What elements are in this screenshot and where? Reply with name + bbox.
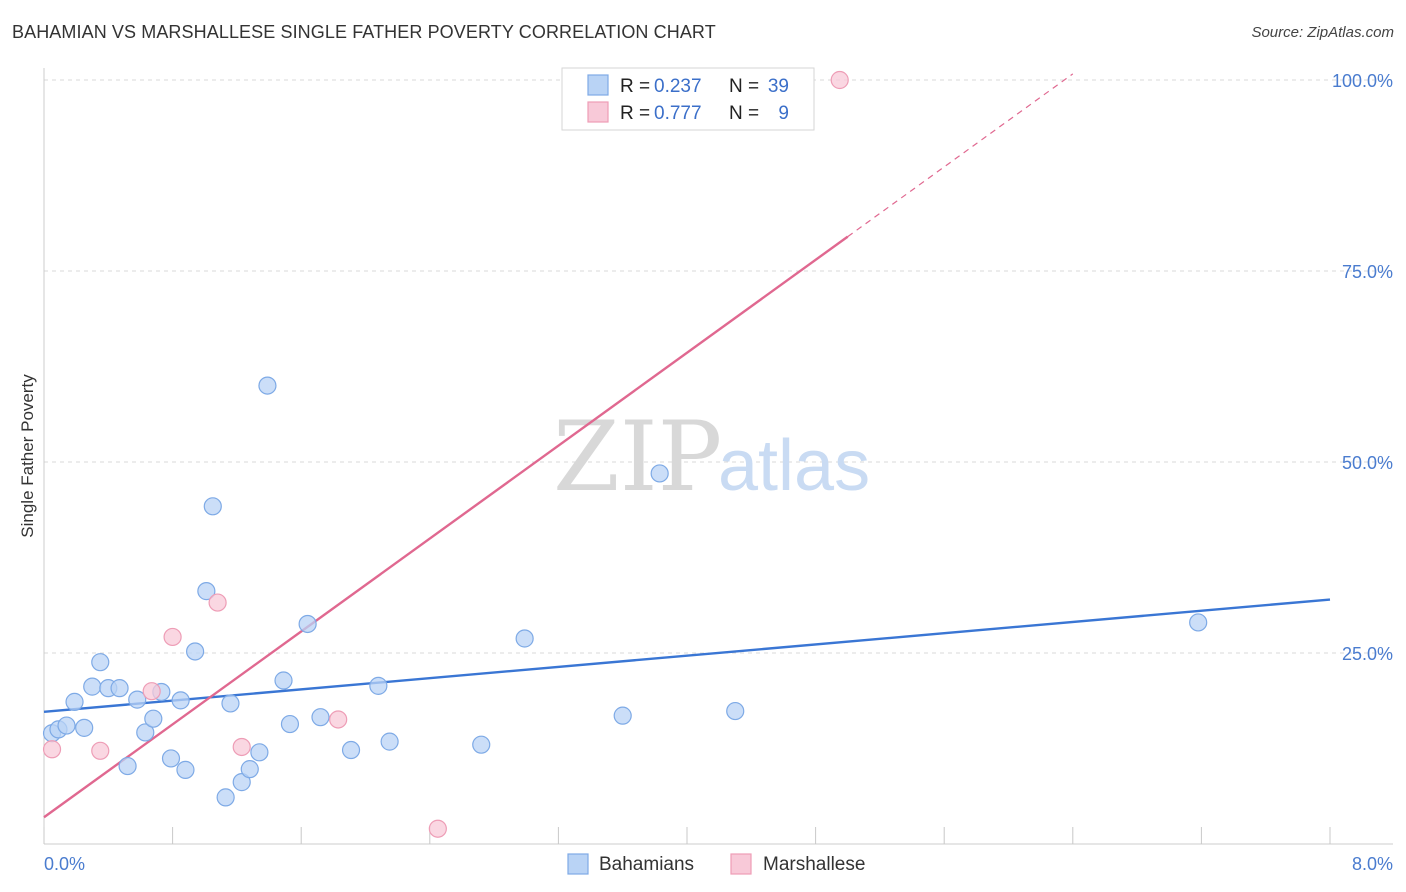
bottom-legend: Bahamians Marshallese: [567, 853, 865, 875]
point-marshallese: [232, 737, 251, 757]
legend-swatch-marshallese: [587, 101, 609, 123]
point-bahamians: [186, 642, 205, 661]
trendline-marshallese: [43, 235, 849, 819]
point-bahamians: [91, 653, 110, 672]
point-bahamians: [369, 676, 388, 695]
point-marshallese: [428, 819, 447, 838]
point-bahamians: [472, 735, 491, 754]
point-marshallese: [163, 627, 182, 647]
y-tick-label: 100.0%: [1332, 71, 1393, 91]
trendline-bahamians: [43, 598, 1331, 714]
point-bahamians: [75, 718, 94, 737]
point-marshallese: [142, 682, 161, 701]
legend-n-value-marshallese: 9: [778, 103, 789, 124]
y-tick-label: 25.0%: [1342, 644, 1393, 664]
data-points: [42, 70, 1208, 838]
bottom-legend-swatch-marshallese: [730, 853, 752, 875]
x-tick-labels: 0.0% 8.0%: [44, 854, 1393, 874]
point-marshallese: [208, 593, 227, 612]
axes: [43, 68, 1393, 845]
y-tick-labels: 25.0% 50.0% 75.0% 100.0%: [1332, 71, 1393, 664]
point-bahamians: [258, 376, 277, 395]
watermark-atlas: atlas: [718, 426, 870, 506]
legend-swatch-bahamians: [587, 74, 609, 96]
point-bahamians: [280, 714, 300, 734]
grid-lines: [44, 79, 1393, 654]
point-marshallese: [329, 710, 348, 729]
chart-title: BAHAMIAN VS MARSHALLESE SINGLE FATHER PO…: [12, 22, 716, 42]
point-marshallese: [42, 740, 62, 759]
point-bahamians: [274, 671, 293, 690]
bottom-legend-swatch-bahamians: [567, 853, 589, 875]
source-label: Source: ZipAtlas.com: [1251, 24, 1394, 41]
point-bahamians: [65, 692, 84, 711]
point-bahamians: [197, 582, 216, 601]
point-bahamians: [221, 694, 240, 713]
point-bahamians: [240, 760, 259, 779]
watermark: ZIP atlas: [553, 401, 870, 513]
point-marshallese: [830, 70, 849, 90]
point-bahamians: [57, 716, 76, 735]
legend-r-label-marshallese: R =: [620, 103, 650, 124]
point-bahamians: [161, 749, 181, 768]
point-bahamians: [136, 723, 155, 742]
point-bahamians: [110, 679, 129, 698]
bottom-legend-label-bahamians: Bahamians: [599, 854, 694, 875]
point-bahamians: [515, 629, 534, 648]
point-bahamians: [118, 756, 137, 776]
legend-r-value-marshallese: 0.777: [654, 103, 702, 124]
point-bahamians: [341, 740, 361, 760]
point-bahamians: [311, 708, 330, 727]
point-marshallese: [91, 741, 110, 760]
bottom-legend-label-marshallese: Marshallese: [763, 854, 865, 875]
legend-r-label-bahamians: R =: [620, 76, 650, 97]
x-tick-label-max: 8.0%: [1352, 854, 1393, 874]
point-bahamians: [176, 760, 195, 779]
trendline-marshallese-extension: [847, 73, 1074, 238]
x-tick-label-min: 0.0%: [44, 854, 85, 874]
point-bahamians: [726, 701, 745, 721]
point-bahamians: [128, 690, 147, 709]
point-bahamians: [83, 677, 102, 696]
legend-n-label-marshallese: N =: [729, 103, 759, 124]
watermark-zip: ZIP: [553, 401, 722, 513]
point-bahamians: [171, 691, 190, 710]
point-bahamians: [650, 464, 669, 483]
point-bahamians: [250, 743, 269, 762]
point-bahamians: [216, 788, 235, 807]
point-bahamians: [232, 773, 251, 792]
y-tick-label: 75.0%: [1342, 262, 1393, 282]
legend-r-value-bahamians: 0.237: [654, 76, 702, 97]
point-bahamians: [613, 706, 632, 725]
y-tick-label: 50.0%: [1342, 453, 1393, 473]
legend-n-label-bahamians: N =: [729, 76, 759, 97]
point-bahamians: [380, 732, 399, 751]
point-bahamians: [144, 709, 163, 728]
trendlines: [43, 73, 1331, 819]
point-bahamians: [1189, 613, 1208, 632]
point-bahamians: [298, 614, 317, 634]
stats-legend: R = 0.237 N = 39 R = 0.777 N = 9: [561, 67, 815, 131]
legend-n-value-bahamians: 39: [768, 76, 789, 97]
point-bahamians: [203, 497, 222, 516]
